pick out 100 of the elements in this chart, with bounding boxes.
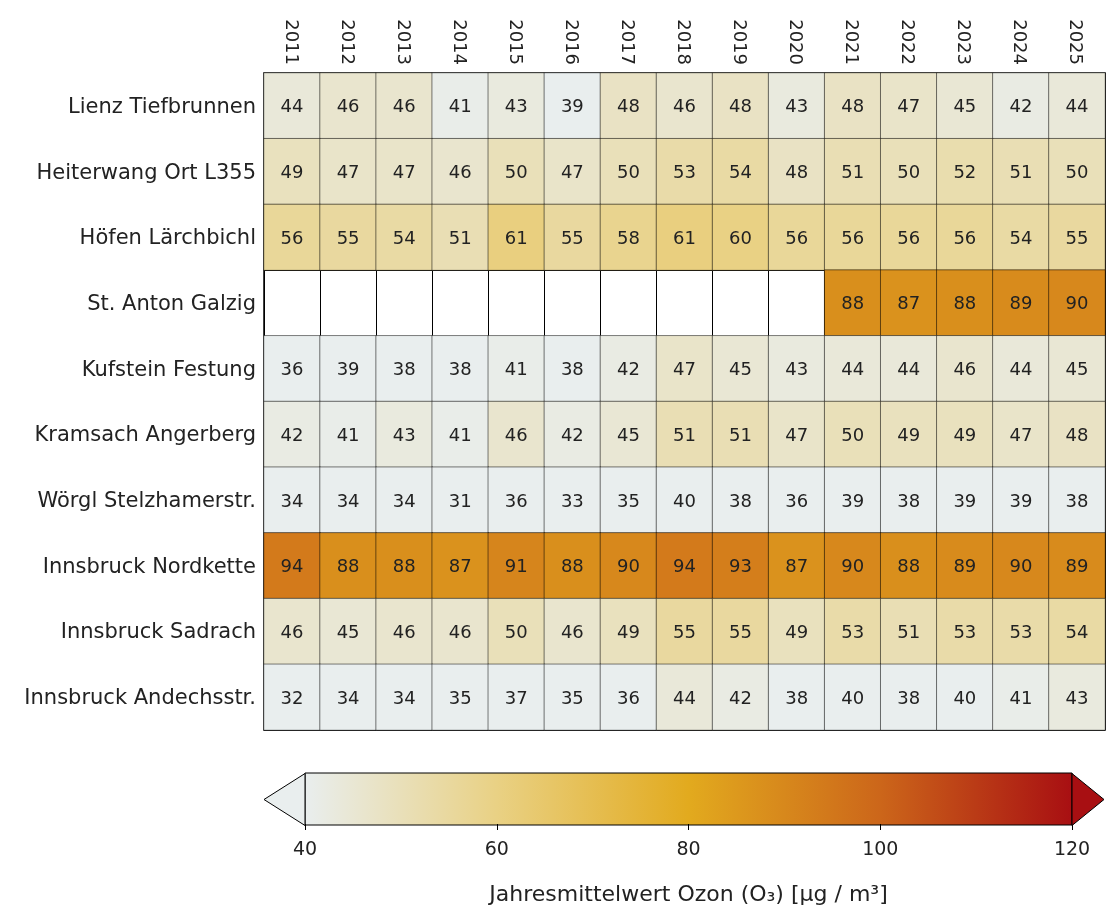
data-label: 47 <box>1009 423 1033 445</box>
y-tick-label: Innsbruck Andechsstr. <box>24 685 256 710</box>
data-label: 47 <box>392 161 416 183</box>
data-label: 40 <box>673 489 696 511</box>
data-label: 38 <box>729 489 753 511</box>
data-label: 56 <box>785 226 809 248</box>
x-tick-label: 2017 <box>617 19 639 65</box>
data-label: 45 <box>616 423 640 445</box>
x-tick-label: 2018 <box>674 19 695 65</box>
data-label: 38 <box>392 358 416 380</box>
data-label: 45 <box>729 358 753 380</box>
y-tick-label: Heiterwang Ort L355 <box>36 159 256 184</box>
data-label: 41 <box>1009 686 1033 708</box>
data-label: 50 <box>841 423 865 445</box>
data-label: 50 <box>616 161 640 183</box>
x-tick-label: 2016 <box>561 19 583 65</box>
data-label: 42 <box>729 686 753 708</box>
x-tick-label: 2019 <box>730 19 752 65</box>
data-label: 43 <box>785 358 809 380</box>
y-tick-label: Höfen Lärchbichl <box>79 225 256 250</box>
data-label: 49 <box>616 620 640 642</box>
data-label: 33 <box>560 489 584 511</box>
data-label: 39 <box>953 489 977 511</box>
data-label: 38 <box>560 358 584 380</box>
x-tick-label: 2024 <box>1010 19 1032 65</box>
data-label: 55 <box>336 226 360 248</box>
data-label: 45 <box>953 95 977 117</box>
data-label: 46 <box>448 620 472 642</box>
data-label: 39 <box>1009 489 1033 511</box>
data-label: 46 <box>673 95 696 117</box>
x-tick-label: 2021 <box>842 19 864 65</box>
data-label: 89 <box>1009 292 1033 314</box>
data-label: 53 <box>841 620 865 642</box>
x-tick-label: 2025 <box>1066 19 1088 65</box>
data-label: 55 <box>729 620 753 642</box>
color-bar-label: 40 <box>292 836 318 859</box>
data-label: 55 <box>673 620 696 642</box>
data-label: 38 <box>897 686 921 708</box>
data-label: 49 <box>897 423 921 445</box>
data-label: 55 <box>1065 226 1089 248</box>
data-label: 55 <box>560 226 584 248</box>
data-label: 56 <box>280 226 304 248</box>
data-label: 42 <box>560 423 584 445</box>
data-label: 46 <box>392 620 416 642</box>
data-label: 48 <box>785 161 809 183</box>
data-label: 51 <box>673 423 696 445</box>
data-label: 90 <box>1009 555 1033 577</box>
color-bar-label: 100 <box>862 836 899 859</box>
data-label: 48 <box>729 95 753 117</box>
data-label: 88 <box>392 555 416 577</box>
data-label: 34 <box>336 489 360 511</box>
data-label: 36 <box>616 686 640 708</box>
data-label: 45 <box>1065 358 1089 380</box>
data-label: 50 <box>504 161 528 183</box>
data-label: 44 <box>841 358 865 380</box>
color-bar-label: 80 <box>676 836 701 859</box>
data-label: 40 <box>953 686 977 708</box>
data-label: 35 <box>560 686 584 708</box>
data-label: 42 <box>616 358 640 380</box>
data-label: 51 <box>841 161 865 183</box>
data-label: 48 <box>616 95 640 117</box>
data-label: 39 <box>841 489 865 511</box>
x-tick-label: 2022 <box>898 19 920 65</box>
color-bar-title: Jahresmittelwert Ozon (O₃) [µg / m³] <box>487 880 888 905</box>
data-label: 88 <box>336 555 360 577</box>
data-label: 43 <box>1065 686 1089 708</box>
data-label: 36 <box>504 489 528 511</box>
data-label: 50 <box>1065 161 1089 183</box>
data-label: 51 <box>1009 161 1033 183</box>
data-label: 34 <box>392 686 416 708</box>
data-label: 44 <box>280 95 304 117</box>
data-label: 47 <box>897 95 921 117</box>
data-label: 44 <box>1009 358 1033 380</box>
data-label: 36 <box>785 489 809 511</box>
x-tick-label: 2012 <box>337 19 359 65</box>
data-label: 41 <box>448 423 472 445</box>
data-label: 88 <box>560 555 584 577</box>
data-label: 43 <box>392 423 416 445</box>
x-tick-label: 2015 <box>505 19 527 65</box>
data-label: 56 <box>953 226 977 248</box>
data-label: 38 <box>1065 489 1089 511</box>
color-bar-label: 120 <box>1053 836 1091 859</box>
y-tick-label: Innsbruck Sadrach <box>60 619 256 644</box>
data-label: 53 <box>673 161 696 183</box>
x-tick-label: 2013 <box>393 19 415 65</box>
x-tick-label: 2014 <box>449 19 471 65</box>
data-label: 93 <box>729 555 753 577</box>
data-label: 91 <box>504 555 528 577</box>
data-label: 44 <box>897 358 921 380</box>
data-label: 54 <box>1065 620 1089 642</box>
data-label: 52 <box>953 161 977 183</box>
data-label: 87 <box>785 555 809 577</box>
data-label: 41 <box>448 95 472 117</box>
data-label: 49 <box>953 423 977 445</box>
data-label: 45 <box>336 620 360 642</box>
data-label: 61 <box>673 226 696 248</box>
data-label: 34 <box>280 489 304 511</box>
data-label: 94 <box>673 555 696 577</box>
data-label: 90 <box>616 555 640 577</box>
data-label: 90 <box>1065 292 1089 314</box>
